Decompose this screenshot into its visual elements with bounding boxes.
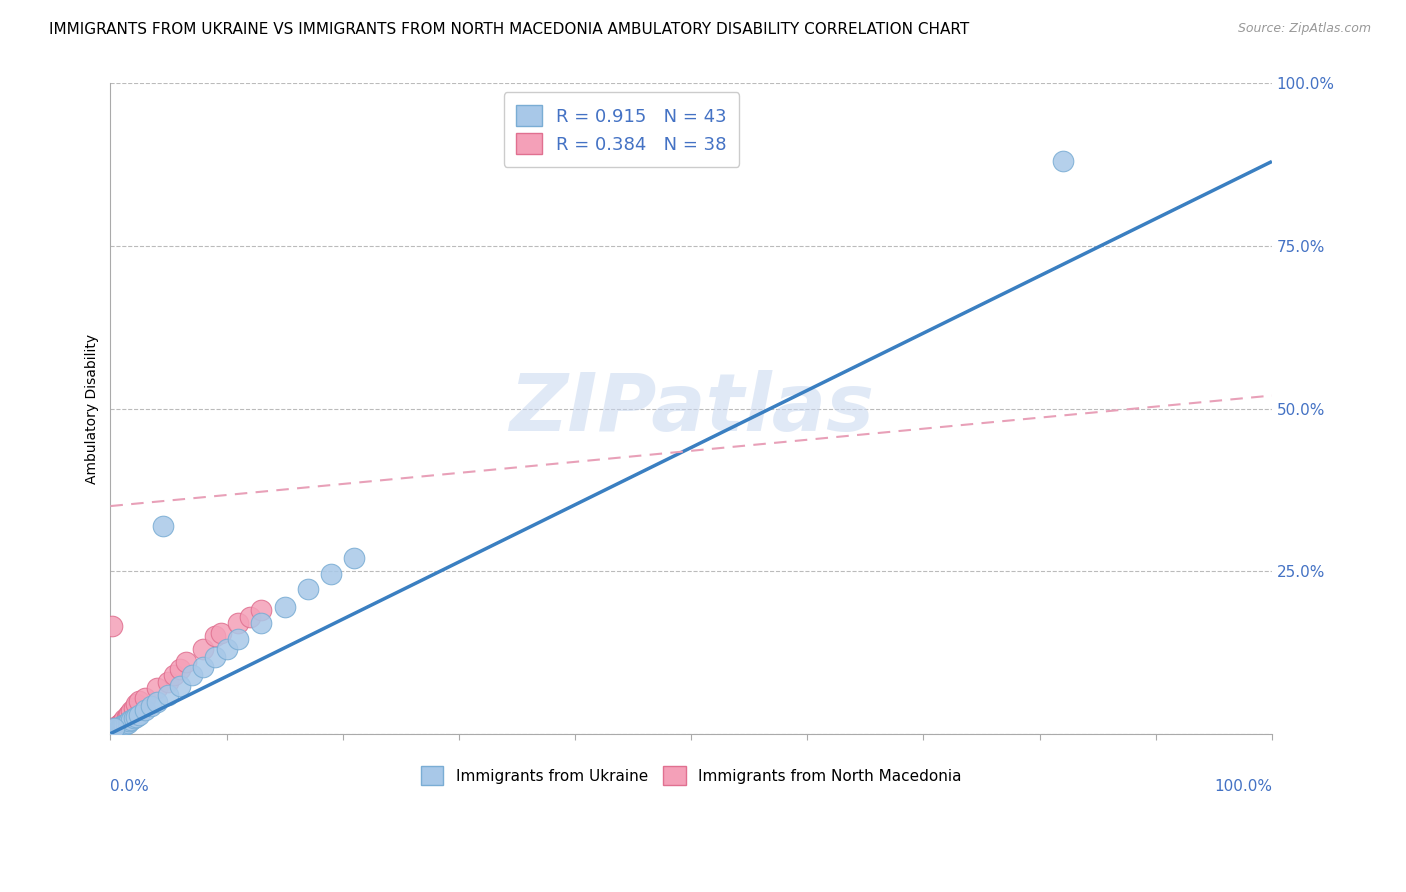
Point: [122, 700, 145, 714]
Text: Source: ZipAtlas.com: Source: ZipAtlas.com: [1237, 22, 1371, 36]
Point: [107, 718, 129, 732]
Point: [101, 724, 124, 739]
Point: [100, 725, 122, 739]
Legend: Immigrants from Ukraine, Immigrants from North Macedonia: Immigrants from Ukraine, Immigrants from…: [415, 760, 967, 791]
Point: [100, 725, 122, 739]
Point: [1052, 154, 1074, 169]
Point: [105, 720, 128, 734]
Point: [152, 518, 174, 533]
Point: [103, 723, 125, 738]
Point: [105, 723, 128, 738]
Point: [108, 720, 131, 734]
Point: [169, 662, 191, 676]
Point: [105, 722, 128, 736]
Point: [105, 722, 128, 736]
Point: [226, 632, 249, 647]
Point: [122, 711, 145, 725]
Point: [104, 724, 127, 739]
Point: [117, 708, 139, 723]
Point: [111, 719, 134, 733]
Point: [297, 582, 319, 597]
Point: [204, 649, 226, 664]
Point: [108, 717, 131, 731]
Point: [105, 722, 128, 736]
Point: [125, 698, 148, 712]
Point: [120, 713, 142, 727]
Point: [134, 703, 156, 717]
Point: [105, 719, 128, 733]
Point: [112, 712, 135, 726]
Point: [118, 707, 141, 722]
Point: [104, 722, 127, 736]
Point: [100, 724, 122, 739]
Point: [100, 619, 122, 633]
Point: [239, 609, 262, 624]
Point: [157, 688, 180, 702]
Point: [128, 707, 150, 722]
Point: [134, 690, 156, 705]
Text: IMMIGRANTS FROM UKRAINE VS IMMIGRANTS FROM NORTH MACEDONIA AMBULATORY DISABILITY: IMMIGRANTS FROM UKRAINE VS IMMIGRANTS FR…: [49, 22, 970, 37]
Point: [103, 724, 125, 739]
Point: [180, 668, 202, 682]
Point: [204, 629, 226, 643]
Point: [101, 724, 124, 739]
Point: [319, 567, 342, 582]
Point: [111, 719, 134, 733]
Point: [110, 716, 132, 731]
Point: [226, 616, 249, 631]
Point: [104, 723, 127, 737]
Point: [104, 721, 127, 735]
Point: [105, 723, 128, 737]
Point: [105, 720, 128, 734]
Point: [112, 718, 135, 732]
Point: [103, 722, 125, 736]
Point: [146, 695, 169, 709]
Point: [111, 714, 134, 729]
Point: [169, 679, 191, 693]
Point: [250, 603, 273, 617]
Point: [108, 721, 131, 735]
Point: [250, 616, 273, 631]
Point: [103, 723, 125, 738]
Point: [110, 720, 132, 734]
Y-axis label: Ambulatory Disability: Ambulatory Disability: [86, 334, 100, 483]
Point: [215, 642, 238, 657]
Point: [139, 699, 162, 714]
Point: [157, 674, 180, 689]
Point: [209, 625, 232, 640]
Point: [343, 551, 366, 566]
Point: [163, 668, 186, 682]
Point: [101, 723, 124, 737]
Point: [174, 655, 197, 669]
Text: 100.0%: 100.0%: [1213, 779, 1272, 794]
Text: 0.0%: 0.0%: [111, 779, 149, 794]
Point: [273, 599, 295, 614]
Point: [117, 715, 139, 730]
Point: [103, 722, 125, 736]
Point: [193, 660, 215, 674]
Point: [115, 710, 138, 724]
Point: [118, 714, 141, 729]
Point: [112, 714, 135, 728]
Point: [125, 710, 148, 724]
Point: [112, 717, 135, 731]
Text: ZIPatlas: ZIPatlas: [509, 369, 873, 448]
Point: [128, 694, 150, 708]
Point: [193, 642, 215, 657]
Point: [120, 704, 142, 718]
Point: [146, 681, 169, 695]
Point: [107, 722, 129, 736]
Point: [114, 717, 136, 731]
